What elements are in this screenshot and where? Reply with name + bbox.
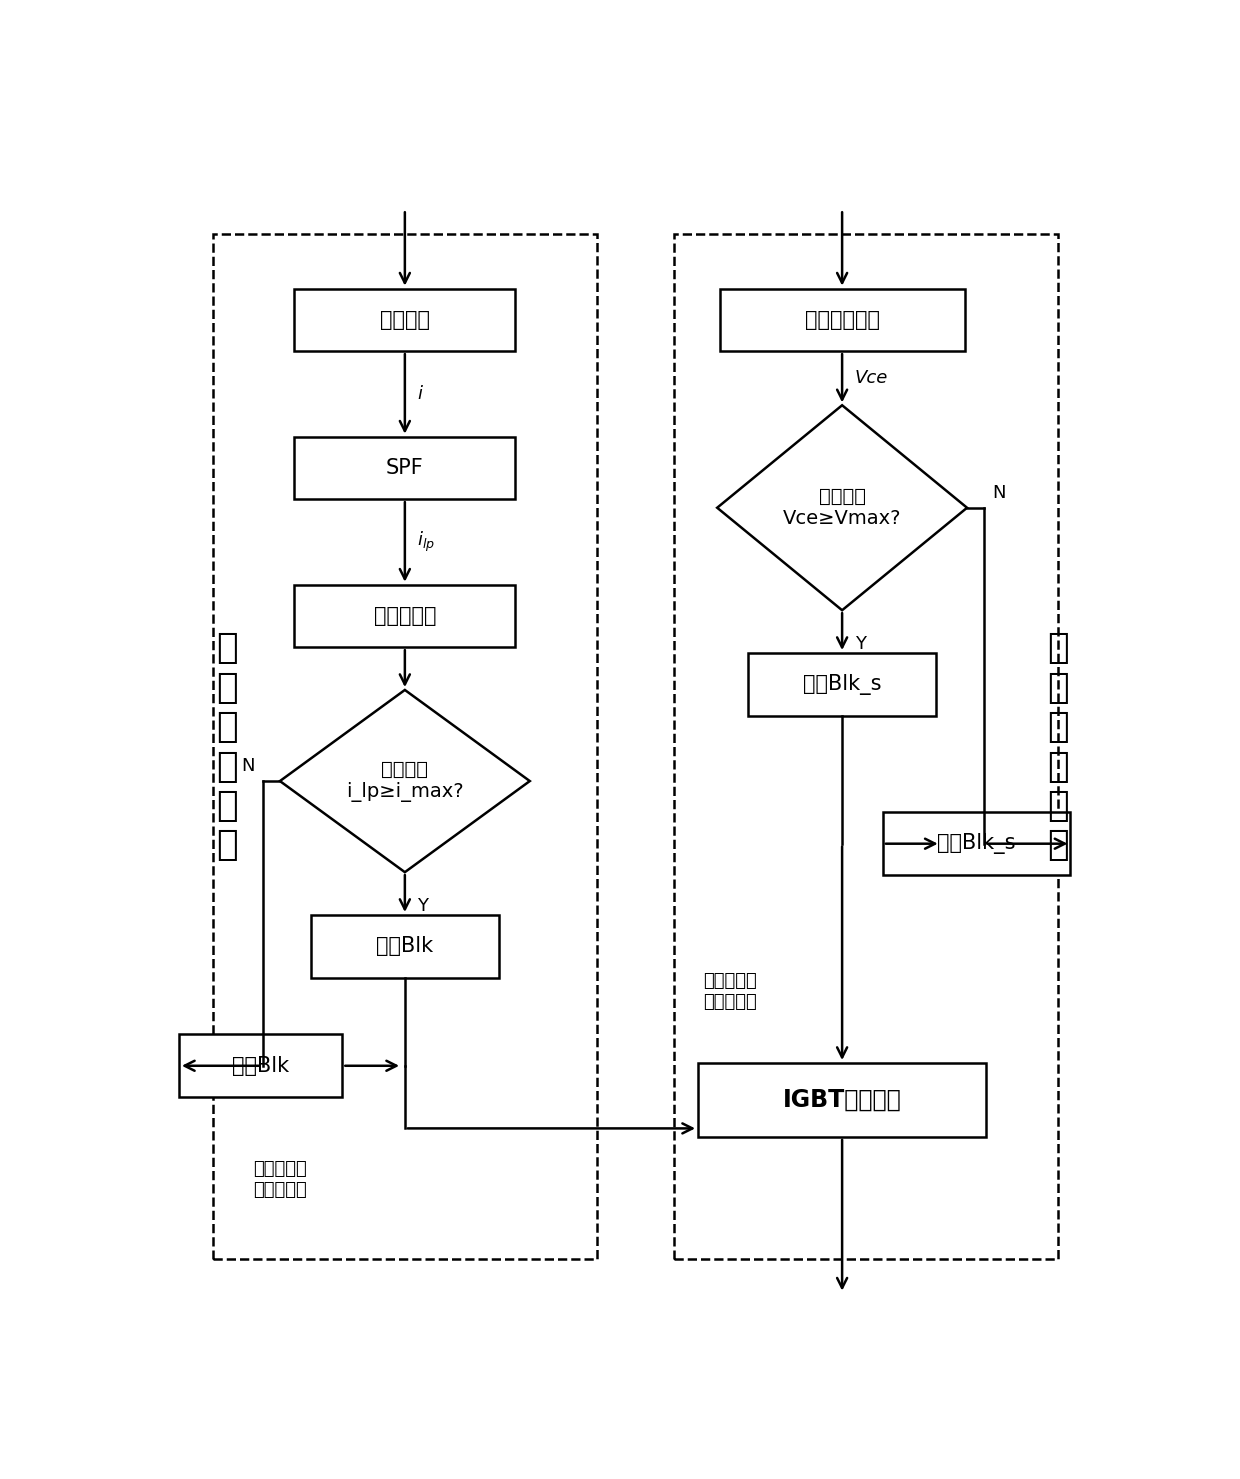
Text: N: N (992, 484, 1006, 501)
Polygon shape (280, 691, 529, 873)
Text: 输出一般过
流保护标志: 输出一般过 流保护标志 (253, 1160, 306, 1199)
FancyBboxPatch shape (294, 584, 516, 648)
Text: 电流判断
i_lp≥i_max?: 电流判断 i_lp≥i_max? (346, 760, 464, 802)
Polygon shape (717, 405, 967, 611)
FancyBboxPatch shape (294, 288, 516, 351)
Text: $i_{lp}$: $i_{lp}$ (418, 529, 435, 555)
Text: i: i (418, 385, 423, 402)
Text: 复位Blk: 复位Blk (232, 1056, 289, 1075)
Text: Y: Y (854, 636, 866, 654)
FancyBboxPatch shape (883, 812, 1070, 876)
Text: 输出短路过
流保护标志: 输出短路过 流保护标志 (703, 972, 756, 1012)
Text: 置位Blk_s: 置位Blk_s (802, 674, 882, 695)
FancyBboxPatch shape (311, 916, 498, 978)
Text: IGBT关断逻辑: IGBT关断逻辑 (782, 1089, 901, 1112)
FancyBboxPatch shape (179, 1034, 342, 1097)
Text: Y: Y (418, 898, 428, 916)
FancyBboxPatch shape (294, 436, 516, 500)
Text: Vce: Vce (854, 370, 888, 387)
Text: 电流采集: 电流采集 (379, 309, 430, 330)
Text: 置位Blk: 置位Blk (376, 936, 434, 957)
Text: 驱
动
单
元
完
成: 驱 动 单 元 完 成 (1048, 632, 1069, 862)
Text: N: N (242, 757, 255, 775)
Text: 主
控
单
元
完
成: 主 控 单 元 完 成 (216, 632, 238, 862)
Text: SPF: SPF (386, 458, 424, 478)
FancyBboxPatch shape (719, 288, 965, 351)
Text: 有效值计算: 有效值计算 (373, 606, 436, 626)
Text: 电压判断
Vce≥Vmax?: 电压判断 Vce≥Vmax? (782, 487, 901, 528)
FancyBboxPatch shape (698, 1063, 986, 1137)
FancyBboxPatch shape (749, 652, 936, 716)
Text: 驱动电压采集: 驱动电压采集 (805, 309, 879, 330)
Text: 复位Blk_s: 复位Blk_s (937, 833, 1016, 855)
